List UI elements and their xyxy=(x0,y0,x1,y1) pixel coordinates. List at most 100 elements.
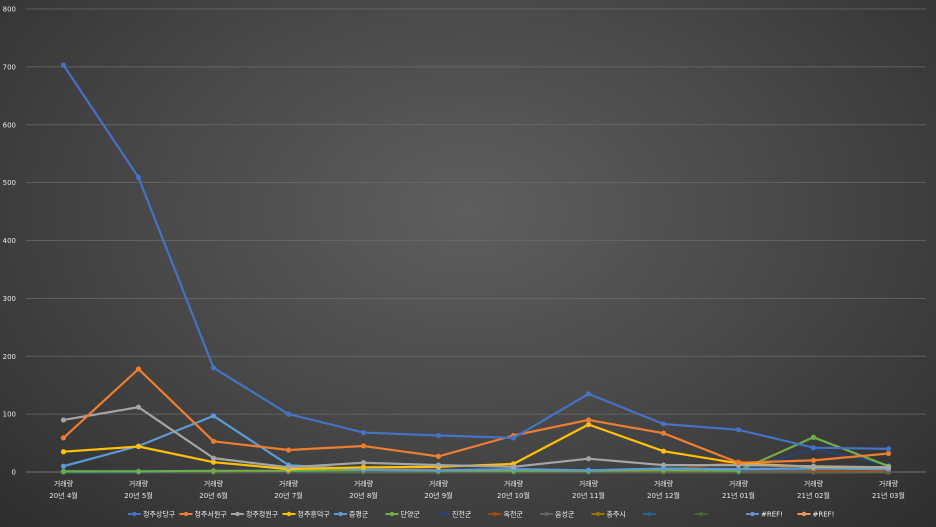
series-line xyxy=(62,367,889,464)
x-tick-label: 거래량 xyxy=(804,479,824,488)
x-tick-label: 21년 01월 xyxy=(722,491,755,500)
data-point xyxy=(510,464,517,470)
legend-marker xyxy=(286,511,292,517)
x-tick-label: 20년 9월 xyxy=(424,491,452,500)
y-tick-label: 400 xyxy=(3,237,16,245)
data-point xyxy=(585,391,592,397)
data-point xyxy=(660,430,667,436)
legend-label: 단양군 xyxy=(401,510,421,519)
x-tick-label: 거래량 xyxy=(129,479,149,488)
data-point xyxy=(60,417,67,423)
data-point xyxy=(60,468,67,475)
x-tick-label: 거래량 xyxy=(54,479,74,488)
x-tick-label: 20년 4월 xyxy=(49,491,77,500)
legend-marker xyxy=(647,511,652,517)
legend-marker xyxy=(801,511,807,517)
data-point xyxy=(210,438,217,444)
data-point xyxy=(810,457,817,464)
x-tick-label: 20년 11월 xyxy=(572,491,605,500)
legend-label: 증평군 xyxy=(349,510,369,519)
data-point xyxy=(510,435,517,441)
legend-marker xyxy=(441,511,446,517)
legend-marker xyxy=(183,511,189,517)
data-point xyxy=(660,462,667,468)
legend-marker xyxy=(389,511,395,517)
x-tick-label: 20년 12월 xyxy=(647,491,680,500)
legend-label: 청주청원구 xyxy=(246,510,279,519)
legend-marker xyxy=(338,511,343,517)
series-line xyxy=(63,414,889,472)
data-point xyxy=(885,464,892,470)
data-point xyxy=(735,460,742,466)
data-point xyxy=(885,446,892,452)
data-point xyxy=(60,449,67,455)
data-point xyxy=(885,450,892,457)
x-tick-label: 거래량 xyxy=(279,479,299,488)
data-point xyxy=(435,432,442,439)
y-tick-label: 800 xyxy=(3,6,16,14)
series-lines xyxy=(60,62,892,475)
y-tick-label: 500 xyxy=(3,179,16,187)
data-point xyxy=(585,456,592,462)
legend-label: 진천군 xyxy=(452,510,472,519)
x-tick-label: 거래량 xyxy=(429,479,449,488)
x-tick-label: 20년 7월 xyxy=(274,491,302,500)
x-tick-label: 거래량 xyxy=(579,479,599,488)
legend-label: 음성군 xyxy=(555,510,575,519)
legend-label: 청주상당구 xyxy=(143,510,176,519)
x-tick-label: 거래량 xyxy=(354,479,374,488)
data-point xyxy=(360,443,367,449)
legend-label: #REF! xyxy=(761,511,783,519)
data-point xyxy=(285,464,292,470)
data-point xyxy=(735,427,742,433)
gridlines xyxy=(26,8,926,473)
x-tick-label: 20년 8월 xyxy=(349,491,377,500)
x-axis: 거래량 20년 4월 거래량 20년 5월 거래량 20년 6월 거래량 20년 7월 거래량 2… xyxy=(49,479,905,500)
series-line xyxy=(63,406,889,469)
data-point xyxy=(135,443,142,450)
data-point xyxy=(585,417,592,423)
y-tick-label: 100 xyxy=(3,411,16,419)
data-point xyxy=(210,413,217,419)
data-point xyxy=(585,467,592,473)
legend-marker xyxy=(492,511,498,517)
data-point xyxy=(285,447,292,453)
x-tick-label: 거래량 xyxy=(204,479,224,488)
legend-label: 청주서원구 xyxy=(195,510,228,519)
y-tick-label: 600 xyxy=(3,121,16,129)
data-point xyxy=(360,460,367,466)
y-tick-label: 200 xyxy=(3,353,16,361)
data-point xyxy=(810,445,817,451)
legend-marker xyxy=(750,511,755,517)
data-point xyxy=(135,468,142,475)
data-point xyxy=(135,404,142,410)
legend-label: 옥천군 xyxy=(504,510,524,519)
data-point xyxy=(210,459,217,465)
data-point xyxy=(660,421,667,427)
legend: 청주상당구 청주서원구 청주청원구 청주흥덕구 증평군 단양군 진천군 옥천군 음성군 충주시 #R… xyxy=(128,510,834,519)
x-tick-label: 20년 6월 xyxy=(199,491,227,500)
x-tick-label: 거래량 xyxy=(504,479,524,488)
data-point xyxy=(660,448,667,454)
data-point xyxy=(360,430,367,436)
x-tick-label: 20년 5월 xyxy=(124,491,152,500)
data-point xyxy=(585,421,592,428)
x-tick-label: 21년 02월 xyxy=(797,491,830,500)
data-point xyxy=(360,464,367,470)
legend-label: 청주흥덕구 xyxy=(298,510,331,519)
data-point xyxy=(60,463,67,469)
data-point xyxy=(210,455,217,461)
y-tick-label: 300 xyxy=(3,295,16,303)
legend-marker xyxy=(595,511,601,517)
legend-label: 충주시 xyxy=(607,510,626,519)
data-point xyxy=(735,466,742,472)
data-point xyxy=(210,468,217,474)
legend-marker xyxy=(698,511,704,517)
y-axis: 0 100 200 300 400 500 600 700 800 xyxy=(3,6,16,477)
x-tick-label: 거래량 xyxy=(654,479,674,488)
legend-marker xyxy=(132,511,137,517)
x-tick-label: 거래량 xyxy=(879,479,899,488)
series-line xyxy=(62,64,889,450)
x-tick-label: 거래량 xyxy=(729,479,749,488)
